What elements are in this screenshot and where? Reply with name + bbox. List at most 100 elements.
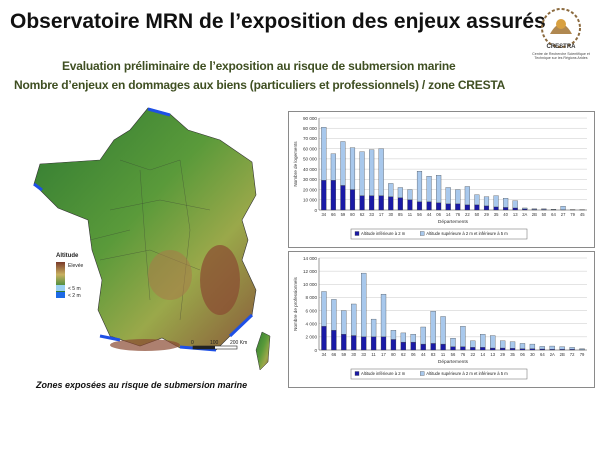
- x-tick-label: 85: [398, 212, 403, 217]
- bar-below-2m: [450, 346, 456, 351]
- x-tick-label: 56: [451, 352, 456, 357]
- bar-2m-to-5m: [493, 195, 499, 208]
- bar-2m-to-5m: [455, 189, 461, 205]
- x-tick-label: 62: [360, 212, 365, 217]
- bar-below-2m: [490, 347, 496, 351]
- x-tick-label: 17: [379, 212, 384, 217]
- y-tick-label: 50 000: [303, 157, 317, 162]
- bar-2m-to-5m: [359, 151, 365, 196]
- legend-swatch-2m: [56, 292, 65, 298]
- legend-swatch-5m: [56, 285, 65, 291]
- bar-below-2m: [503, 207, 509, 211]
- bar-2m-to-5m: [370, 318, 377, 338]
- bar-below-2m: [351, 335, 357, 351]
- bar-below-2m: [512, 207, 518, 211]
- x-tick-label: 66: [332, 352, 337, 357]
- bar-below-2m: [410, 341, 416, 351]
- y-tick-label: 10 000: [303, 282, 317, 287]
- legend-swatch: [354, 231, 360, 236]
- cresta-logo: [541, 8, 581, 48]
- bar-below-2m: [460, 346, 466, 351]
- altitude-legend-bar: [56, 262, 65, 298]
- bar-2m-to-5m: [321, 291, 327, 327]
- bar-below-2m: [380, 336, 387, 351]
- x-tick-label: 44: [421, 352, 426, 357]
- france-shape: [33, 107, 257, 351]
- bar-below-2m: [483, 205, 490, 211]
- bar-2m-to-5m: [460, 326, 466, 347]
- bar-2m-to-5m: [529, 343, 536, 349]
- legend-box: [350, 368, 528, 380]
- bar-below-2m: [370, 336, 377, 351]
- bar-2m-to-5m: [450, 338, 456, 347]
- bar-2m-to-5m: [407, 189, 413, 200]
- bar-below-2m: [340, 185, 346, 211]
- y-axis-label: Nombre de professionnels: [293, 276, 298, 330]
- bar-2m-to-5m: [426, 176, 432, 202]
- bar-below-2m: [493, 206, 499, 211]
- x-tick-label: 22: [471, 352, 476, 357]
- x-tick-label: 40: [503, 212, 508, 217]
- bar-below-2m: [416, 201, 423, 211]
- bar-2m-to-5m: [560, 206, 566, 210]
- x-axis-label: Départements: [438, 359, 469, 365]
- bar-2m-to-5m: [549, 345, 555, 350]
- x-tick-label: 2B: [560, 352, 565, 357]
- x-tick-label: 79: [580, 352, 585, 357]
- x-tick-label: 83: [431, 352, 436, 357]
- y-tick-label: 2 000: [306, 335, 318, 340]
- bar-below-2m: [341, 334, 347, 351]
- bar-below-2m: [361, 336, 367, 351]
- bar-2m-to-5m: [464, 186, 470, 206]
- x-tick-label: 14: [480, 352, 485, 357]
- bar-below-2m: [426, 201, 432, 211]
- y-tick-label: 80 000: [303, 126, 317, 131]
- x-tick-label: 13: [490, 352, 495, 357]
- bar-2m-to-5m: [519, 343, 526, 349]
- x-tick-label: 59: [341, 212, 346, 217]
- bar-below-2m: [378, 195, 384, 211]
- bar-2m-to-5m: [351, 303, 357, 336]
- housing-exposure-chart: 90 000 80 000 70 000 60 000 50 000 40 000 30 0…: [288, 111, 595, 248]
- bar-below-2m: [400, 341, 407, 351]
- x-tick-label: 76: [455, 212, 460, 217]
- bar-2m-to-5m: [378, 148, 384, 196]
- bar-2m-to-5m: [330, 153, 336, 181]
- x-tick-label: 17: [381, 352, 386, 357]
- bar-2m-to-5m: [550, 209, 557, 210]
- bar-2m-to-5m: [436, 175, 442, 203]
- x-tick-label: 59: [341, 352, 346, 357]
- x-tick-label: 27: [561, 212, 566, 217]
- x-tick-label: 11: [408, 212, 413, 217]
- y-tick-label: 0: [314, 348, 317, 353]
- y-tick-label: 40 000: [303, 167, 317, 172]
- bar-2m-to-5m: [480, 334, 486, 348]
- x-tick-label: 76: [461, 352, 466, 357]
- x-tick-label: 29: [484, 212, 489, 217]
- x-tick-label: 50: [542, 212, 547, 217]
- logo-name: CRESTRA: [546, 44, 576, 50]
- bar-2m-to-5m: [503, 198, 509, 208]
- x-tick-label: 64: [540, 352, 545, 357]
- x-tick-label: 06: [436, 212, 441, 217]
- legend-swatch: [354, 371, 360, 376]
- x-tick-label: 35: [510, 352, 515, 357]
- x-tick-label: 34: [322, 352, 327, 357]
- x-tick-label: 29: [500, 352, 505, 357]
- bar-below-2m: [420, 343, 426, 351]
- bar-below-2m: [455, 203, 461, 211]
- legend-swatch: [420, 231, 425, 236]
- bar-2m-to-5m: [369, 149, 375, 196]
- bar-2m-to-5m: [410, 334, 416, 343]
- bar-2m-to-5m: [340, 141, 346, 186]
- x-tick-label: 13: [513, 212, 518, 217]
- bar-2m-to-5m: [569, 347, 575, 350]
- legend-label: Altitude inférieure à 2 m: [361, 371, 406, 376]
- x-tick-label: 30: [351, 352, 356, 357]
- legend-title: Altitude: [56, 253, 79, 259]
- bar-2m-to-5m: [512, 200, 518, 209]
- x-tick-label: 30: [388, 212, 393, 217]
- bar-below-2m: [331, 330, 337, 351]
- x-tick-label: 34: [321, 212, 326, 217]
- logo-subtext: Centre de Recherche Scientifique et Tech…: [532, 52, 590, 60]
